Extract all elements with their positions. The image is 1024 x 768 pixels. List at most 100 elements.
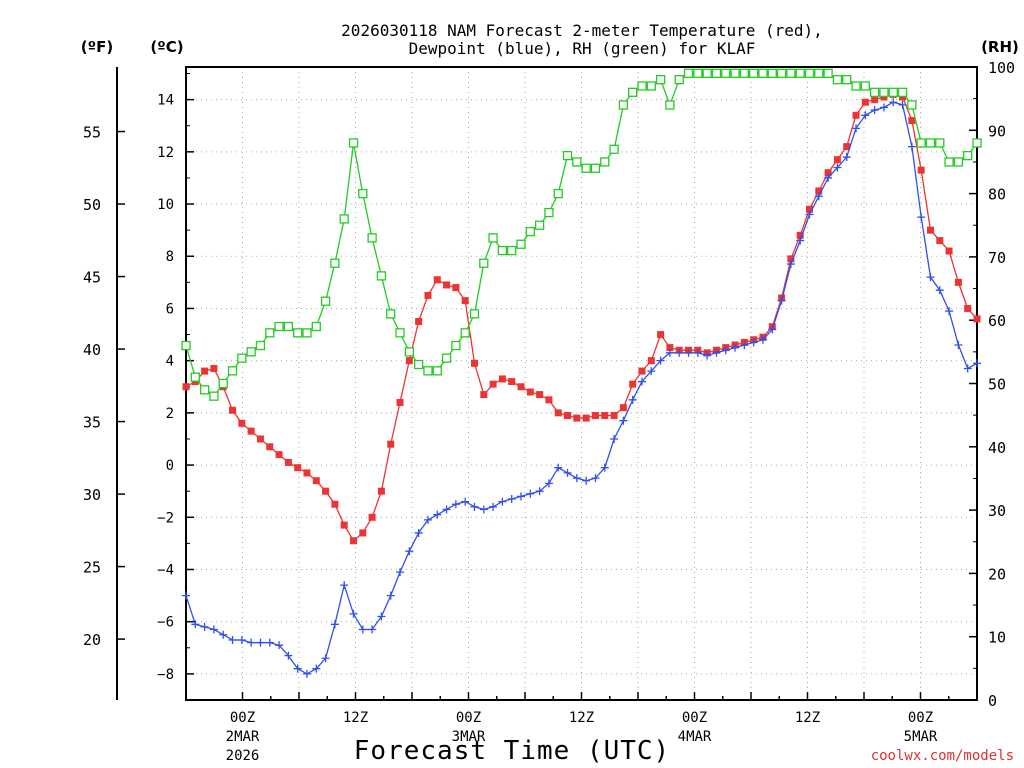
temp-point [452,284,460,292]
dewpoint-point [396,568,405,577]
temp-point [861,98,869,106]
rh-tick-label: 80 [988,186,1006,204]
temp-point [582,414,590,422]
series-line-dewpoint [185,101,978,675]
c-tick-label: 6 [166,301,174,317]
rh-point [972,138,982,148]
rh-point [711,68,722,78]
x-tick-label: 12Z [343,710,368,726]
temp-point [284,458,292,466]
dewpoint-point [954,340,963,349]
rh-point [628,87,638,97]
x-tick-label: 12Z [569,710,594,726]
rh-point [879,87,889,97]
x-tick-label: 00Z [230,710,255,726]
dewpoint-point [544,479,553,488]
temp-point [852,111,860,119]
rh-point [274,321,284,332]
c-tick-label: 8 [166,249,174,265]
temp-point [610,411,618,419]
rh-point [413,359,424,370]
dewpoint-point [656,356,665,365]
dewpoint-point [796,236,805,245]
temp-point [796,231,804,239]
temp-point [843,143,851,151]
rh-point [516,239,526,249]
temp-point [405,357,413,365]
dewpoint-point [703,351,712,360]
chart-title-line1: 2026030118 NAM Forecast 2-meter Temperat… [341,21,823,40]
temp-point [461,297,469,305]
c-tick-label: 2 [166,406,174,422]
temp-point [638,367,646,375]
rh-point [441,353,452,363]
temp-point [833,156,841,164]
rh-point [339,214,349,224]
temp-point [229,406,237,414]
source-credit: coolwx.com/models [871,748,1014,764]
rh-point [572,157,582,167]
rh-point [758,68,768,78]
dewpoint-point [182,591,190,600]
temp-point [526,388,534,396]
rh-point [395,328,405,338]
dewpoint-point [889,98,898,107]
temp-point [387,440,395,448]
dewpoint-point [907,142,916,151]
rh-point [646,81,656,91]
rh-point [925,138,936,148]
dewpoint-point [647,367,656,376]
dewpoint-point [275,641,284,650]
temp-point [312,477,320,485]
dewpoint-point [237,635,246,644]
temp-point [647,357,655,365]
temp-point [954,278,962,286]
dewpoint-point [917,213,926,222]
rh-point [907,100,917,110]
dewpoint-point [777,296,786,305]
axis-ticks: −8 −6 −4 −2 0 2 4 6 8 10 12 14 20 25 30 35 40 45 50 55 0 10 20… [83,59,1015,764]
temp-point [331,500,339,508]
dewpoint-point [926,273,935,282]
dewpoint-point [963,364,972,373]
rh-point [721,68,731,78]
temp-point [657,331,665,339]
x-year-label: 2026 [226,748,260,764]
dewpoint-point [256,638,265,647]
rh-point [823,68,833,78]
data-series [181,68,982,678]
temp-point [470,359,478,367]
x-tick-label: 00Z [682,710,707,726]
temp-point [517,383,525,391]
dewpoint-point [247,638,256,647]
dewpoint-point [879,103,888,112]
rh-point [618,100,629,110]
x-date-label: 2MAR [226,729,260,745]
rh-point [181,340,191,351]
temp-point [926,226,934,234]
dewpoint-point [591,474,600,483]
temp-point [480,391,488,399]
dewpoint-point [284,651,293,660]
rh-point [683,68,694,78]
rh-point [637,81,647,91]
temp-point [322,487,330,495]
dewpoint-point [377,612,386,621]
c-tick-label: 4 [166,354,174,370]
rh-point [534,220,545,230]
dewpoint-point [814,192,823,201]
x-date-label: 4MAR [678,729,712,745]
dewpoint-point [973,359,981,368]
temp-point [201,367,209,375]
rh-point [814,68,824,78]
temp-point [210,364,218,372]
dewpoint-point [758,335,767,344]
x-axis-title: Forecast Time (UTC) [354,736,670,766]
dewpoint-point [740,340,749,349]
dewpoint-point [684,348,693,357]
dewpoint-point [712,348,721,357]
f-tick-label: 40 [83,341,101,359]
temp-point [266,443,274,451]
temp-point [964,304,972,312]
